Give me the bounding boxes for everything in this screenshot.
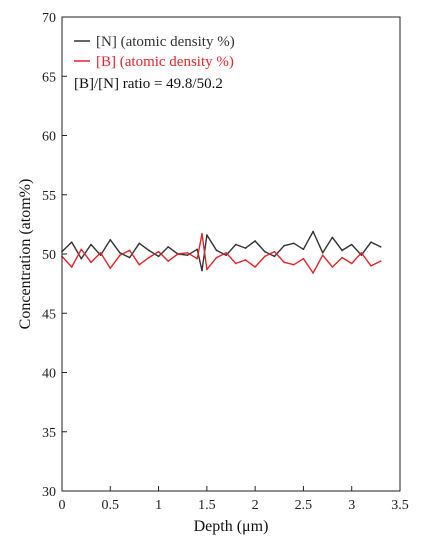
- series-1-point: [90, 261, 92, 264]
- series-1-point: [186, 252, 189, 254]
- series-1-point: [350, 262, 353, 265]
- series-1-point: [70, 266, 73, 268]
- series-1-point: [292, 263, 295, 266]
- series-0-point: [157, 255, 160, 258]
- series-1-point: [331, 266, 334, 268]
- x-tick-label: 2: [252, 498, 259, 513]
- series-1-point: [312, 272, 314, 274]
- series-0-point: [206, 234, 208, 236]
- series-1-point: [235, 262, 237, 265]
- series-1-point: [273, 250, 276, 253]
- x-tick-label: 3: [348, 498, 355, 513]
- series-0-point: [350, 243, 353, 246]
- series-0-point: [312, 230, 314, 233]
- y-tick-label: 70: [42, 11, 56, 26]
- y-axis: 30 35 40 45 50 55 60 65 70: [42, 11, 67, 500]
- series-1-point: [206, 268, 208, 271]
- y-tick-label: 45: [42, 307, 56, 322]
- series-1-point: [225, 252, 227, 254]
- series-0-point: [341, 249, 343, 252]
- series-0-point: [283, 244, 285, 247]
- series-1-point: [196, 257, 198, 260]
- series-0-point: [360, 254, 363, 256]
- x-tick-label: 0.5: [102, 498, 120, 513]
- series-1-point: [201, 233, 203, 235]
- series-0-point: [196, 248, 198, 251]
- series-1-point: [341, 256, 343, 259]
- y-tick-label: 60: [42, 130, 56, 145]
- series-1-point: [148, 256, 150, 259]
- series-1-point: [80, 248, 83, 251]
- plot-area: [61, 230, 382, 274]
- series-0-point: [235, 243, 237, 246]
- series-0-point: [273, 255, 276, 258]
- series-0-point: [70, 241, 73, 243]
- series-0-point: [370, 241, 372, 243]
- series-0-point: [225, 254, 227, 256]
- y-axis-label: Concentration (atom%): [17, 179, 34, 330]
- x-tick-label: 2.5: [295, 498, 313, 513]
- series-0-point: [186, 254, 189, 256]
- series-1-point: [177, 253, 179, 255]
- series-1-point: [157, 250, 160, 253]
- ratio-annotation: [B]/[N] ratio = 49.8/50.2: [74, 76, 223, 92]
- series-0-point: [138, 242, 141, 245]
- x-tick-label: 1: [155, 498, 162, 513]
- legend-label-b: [B] (atomic density %): [96, 54, 234, 70]
- series-1-point: [370, 265, 372, 267]
- series-0-point: [379, 246, 382, 248]
- x-axis-label: Depth (μm): [194, 518, 269, 535]
- series-1-point: [138, 263, 141, 266]
- y-tick-label: 35: [42, 426, 56, 441]
- series-0-point: [215, 249, 218, 252]
- series-0-point: [167, 246, 170, 248]
- series-1-point: [254, 266, 256, 268]
- series-1-point: [379, 260, 382, 262]
- x-tick-label: 0: [59, 498, 66, 513]
- x-tick-label: 3.5: [391, 498, 409, 513]
- y-tick-label: 50: [42, 248, 56, 263]
- x-axis: 0 0.5 1 1.5 2 2.5 3 3.5: [59, 486, 409, 513]
- y-tick-label: 30: [42, 485, 56, 500]
- series-1-point: [244, 259, 247, 261]
- series-1-point: [109, 267, 112, 270]
- series-0-point: [292, 242, 295, 245]
- series-0-point: [201, 269, 203, 272]
- series-0-point: [119, 252, 121, 254]
- series-0-point: [302, 248, 305, 251]
- series-1-point: [321, 254, 324, 256]
- series-0-point: [331, 236, 334, 239]
- series-0-point: [244, 247, 247, 249]
- series-0-point: [264, 250, 266, 253]
- series-0-point: [80, 257, 83, 260]
- series-1-point: [264, 255, 266, 258]
- series-0-point: [254, 240, 256, 242]
- x-tick-label: 1.5: [198, 498, 216, 513]
- series-1-point: [99, 252, 102, 254]
- series-0-point: [109, 238, 112, 241]
- series-1-point: [128, 249, 131, 252]
- legend-label-n: [N] (atomic density %): [96, 34, 235, 50]
- series-1-point: [283, 261, 285, 264]
- series-1-point: [215, 256, 218, 259]
- series-1-point: [302, 257, 305, 260]
- series-1-point: [119, 254, 121, 256]
- y-tick-label: 55: [42, 189, 56, 204]
- series-1-point: [167, 260, 170, 262]
- y-tick-label: 40: [42, 367, 56, 382]
- y-tick-label: 65: [42, 70, 56, 85]
- series-0-point: [321, 252, 324, 254]
- series-0-point: [148, 249, 150, 252]
- legend: [N] (atomic density %) [B] (atomic densi…: [74, 34, 235, 92]
- series-0-point: [128, 256, 131, 259]
- series-0-point: [90, 243, 92, 246]
- series-1-point: [360, 252, 363, 254]
